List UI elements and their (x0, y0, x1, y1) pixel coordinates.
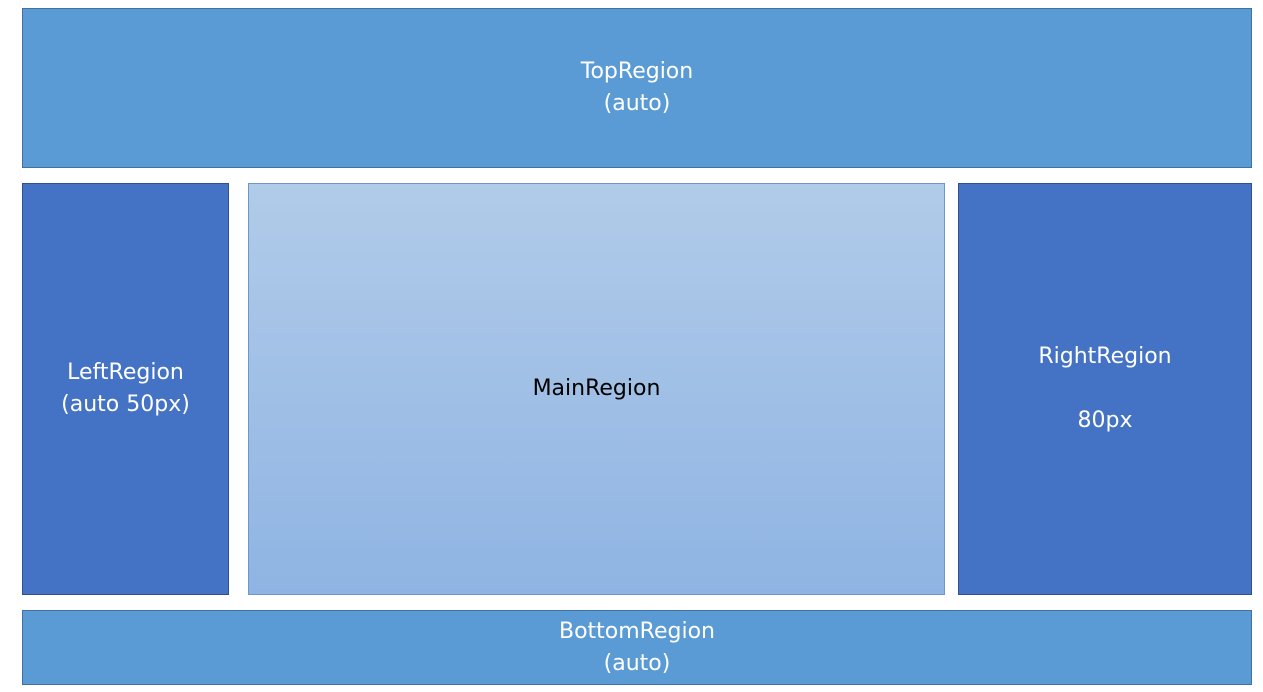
bottom-region-size: (auto) (603, 650, 671, 676)
left-region-label: LeftRegion (67, 360, 184, 385)
main-region-box: MainRegion (248, 183, 945, 595)
left-region-size: (auto 50px) (61, 392, 190, 417)
right-region-label: RightRegion (1038, 344, 1172, 369)
main-region-label: MainRegion (532, 376, 661, 401)
right-region-size: 80px (1077, 408, 1133, 433)
top-region-box: TopRegion (auto) (22, 8, 1252, 168)
top-region-size: (auto) (603, 91, 671, 116)
bottom-region-box: BottomRegion (auto) (22, 610, 1252, 685)
top-region-label: TopRegion (580, 59, 694, 84)
right-region-box: RightRegion 80px (958, 183, 1252, 595)
left-region-box: LeftRegion (auto 50px) (22, 183, 229, 595)
bottom-region-label: BottomRegion (558, 618, 715, 644)
